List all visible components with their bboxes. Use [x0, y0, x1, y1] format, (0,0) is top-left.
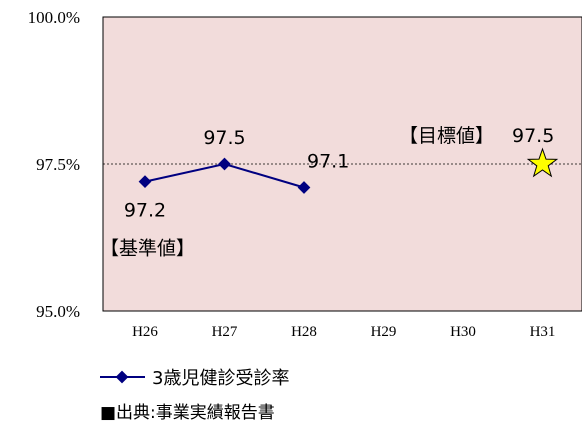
star-icon — [526, 147, 559, 178]
y-tick-label: 100.0% — [28, 8, 80, 27]
legend-label: 3歳児健診受診率 — [152, 368, 289, 389]
y-tick-label: 95.0% — [36, 302, 80, 321]
legend-marker — [115, 370, 129, 384]
data-point — [138, 175, 152, 189]
x-tick-label: H28 — [291, 324, 317, 340]
x-tick-label: H30 — [450, 324, 476, 340]
target-value-label: 97.5 — [512, 125, 554, 147]
x-tick-label: H31 — [530, 324, 556, 340]
baseline-label: 【基準値】 — [100, 238, 195, 260]
x-tick-label: H29 — [371, 324, 397, 340]
plot-area — [102, 16, 582, 312]
data-label: 97.5 — [203, 127, 245, 149]
data-label: 97.2 — [124, 200, 166, 222]
target-label: 【目標値】 — [399, 125, 494, 147]
data-label: 97.1 — [307, 151, 349, 173]
y-tick-label: 97.5% — [36, 155, 80, 174]
x-tick-label: H26 — [132, 324, 158, 340]
legend: 3歳児健診受診率 — [100, 368, 289, 389]
source-note: ■出典:事業実績報告書 — [100, 403, 275, 423]
data-point — [297, 181, 311, 194]
data-point — [218, 157, 231, 171]
x-tick-label: H27 — [212, 324, 238, 340]
